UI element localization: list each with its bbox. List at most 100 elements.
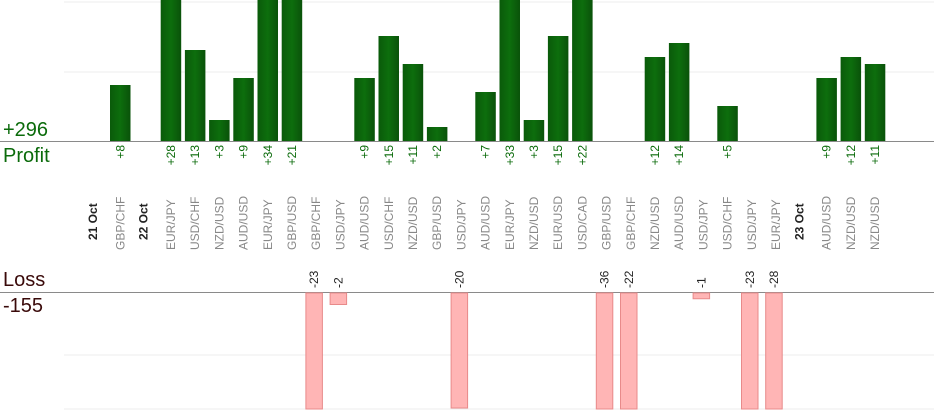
- loss-value-label: -1: [694, 277, 708, 288]
- pair-label: EUR/JPY: [503, 199, 517, 250]
- date-label: 22 Oct: [137, 203, 151, 240]
- profit-value-label: +3: [212, 145, 226, 159]
- pair-label: AUD/USD: [479, 196, 493, 250]
- pair-label: EUR/JPY: [261, 199, 275, 250]
- loss-bar: [305, 292, 323, 410]
- profit-bar: [281, 0, 303, 141]
- profit-bar: [668, 43, 690, 141]
- loss-value-label: -28: [767, 270, 781, 288]
- profit-value-label: +8: [113, 145, 127, 159]
- profit-bar: [816, 78, 837, 141]
- loss-bar: [741, 292, 759, 410]
- loss-label: Loss: [3, 269, 46, 291]
- pair-label: GBP/CHF: [309, 197, 323, 250]
- profit-value-label: +3: [527, 145, 541, 159]
- pair-label: EUR/JPY: [164, 199, 178, 250]
- profit-value-label: +7: [479, 145, 493, 159]
- loss-bar: [595, 292, 614, 410]
- loss-bar: [450, 292, 469, 409]
- pair-label: AUD/USD: [672, 196, 686, 250]
- pair-label: USD/CHF: [382, 197, 396, 250]
- profit-value-label: +11: [406, 145, 420, 165]
- profit-bar: [547, 36, 569, 141]
- pair-label: GBP/CHF: [113, 197, 127, 250]
- profit-value-label: +28: [164, 145, 178, 166]
- pair-label: AUD/USD: [820, 196, 834, 250]
- profit-value-label: +33: [503, 145, 517, 166]
- loss-bar: [692, 292, 711, 300]
- pair-label: NZD/USD: [648, 196, 662, 250]
- loss-bar: [329, 292, 348, 305]
- profit-bar: [402, 64, 424, 141]
- profit-value-label: +15: [382, 145, 396, 166]
- profit-bar: [257, 0, 278, 141]
- date-label: 23 Oct: [792, 203, 806, 240]
- pair-label: USD/JPY: [745, 199, 759, 250]
- profit-bar: [864, 64, 886, 141]
- gridlines: [0, 1, 934, 410]
- trade-labels: 21 Oct +8 GBP/CHF 22 Oct +28 EUR/JPY +13 USD/CH…: [86, 145, 882, 288]
- profit-value-label: +12: [648, 145, 662, 166]
- profit-bar: [717, 106, 738, 141]
- profit-bar: [840, 57, 862, 141]
- pair-label: USD/JPY: [454, 199, 468, 250]
- profit-value-label: +5: [721, 145, 735, 159]
- profit-bar: [523, 120, 545, 141]
- profit-bar: [160, 0, 182, 141]
- trade-bars: [110, 0, 886, 410]
- pair-label: NZD/USD: [868, 196, 882, 250]
- pair-label: USD/CAD: [575, 196, 589, 250]
- profit-label: Profit: [3, 145, 50, 167]
- profit-bar: [209, 120, 230, 141]
- pair-label: NZD/USD: [527, 196, 541, 250]
- profit-bar: [644, 57, 666, 141]
- profit-value-label: +21: [285, 145, 299, 166]
- pair-label: USD/JPY: [696, 199, 710, 250]
- profit-value-label: +14: [672, 145, 686, 166]
- profit-bar: [426, 127, 448, 141]
- profit-bar: [475, 92, 496, 141]
- profit-value-label: +2: [430, 145, 444, 159]
- pair-label: NZD/USD: [406, 196, 420, 250]
- profit-value-label: +9: [237, 145, 251, 159]
- loss-value-label: -2: [331, 277, 345, 288]
- pair-label: EUR/JPY: [769, 199, 783, 250]
- pair-label: GBP/USD: [285, 196, 299, 250]
- profit-bar: [354, 78, 375, 141]
- pair-label: GBP/USD: [600, 196, 614, 250]
- loss-value-label: -20: [452, 270, 466, 288]
- profit-value-label: +9: [820, 145, 834, 159]
- profit-value-label: +22: [575, 145, 589, 166]
- profit-value-label: +9: [358, 145, 372, 159]
- profit-value-label: +13: [188, 145, 202, 166]
- pair-label: USD/CHF: [721, 197, 735, 250]
- loss-bar: [765, 292, 783, 410]
- profit-value-label: +15: [551, 145, 565, 166]
- profit-value-label: +12: [844, 145, 858, 166]
- pair-label: GBP/USD: [430, 196, 444, 250]
- profit-bar: [378, 36, 399, 141]
- loss-bar: [620, 292, 638, 410]
- loss-value-label: -36: [598, 270, 612, 288]
- pair-label: AUD/USD: [358, 196, 372, 250]
- profit-bar: [233, 78, 254, 141]
- pair-label: AUD/USD: [237, 196, 251, 250]
- profit-bar: [110, 85, 131, 141]
- profit-bar: [499, 0, 520, 141]
- pair-label: GBP/CHF: [624, 197, 638, 250]
- profit-value-label: +34: [261, 145, 275, 166]
- pair-label: EUR/USD: [551, 196, 565, 250]
- loss-value-label: -22: [622, 270, 636, 288]
- date-label: 21 Oct: [86, 203, 100, 240]
- profit-bar: [572, 0, 593, 141]
- loss-value-label: -23: [307, 270, 321, 288]
- pair-label: USD/CHF: [188, 197, 202, 250]
- profit-value-label: +11: [868, 145, 882, 165]
- profit-bar: [184, 50, 206, 141]
- loss-value-label: -23: [743, 270, 757, 288]
- pair-label: NZD/USD: [212, 196, 226, 250]
- pair-label: USD/JPY: [333, 199, 347, 250]
- loss-total: -155: [3, 295, 44, 317]
- pair-label: NZD/USD: [844, 196, 858, 250]
